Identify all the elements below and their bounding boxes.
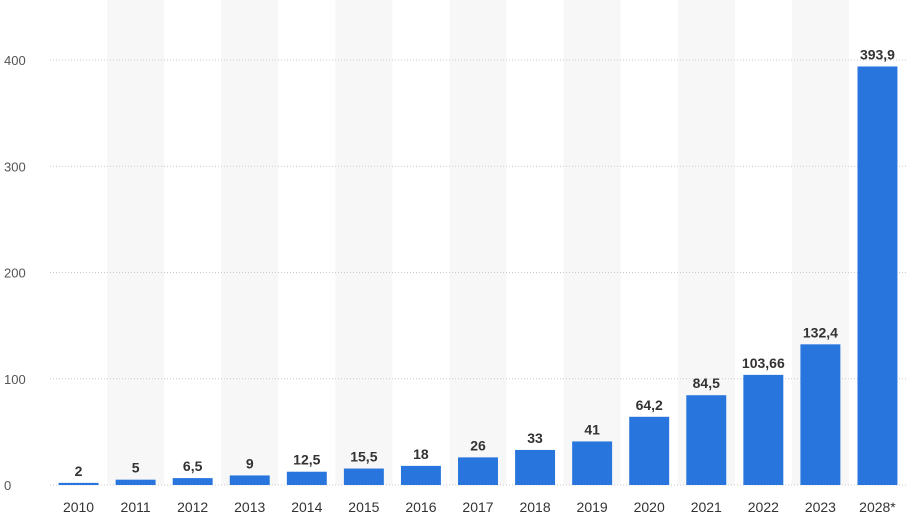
data-label: 15,5	[350, 449, 377, 465]
x-tick-label: 2011	[121, 499, 151, 515]
column-stripe	[449, 0, 507, 485]
x-tick-label: 2018	[519, 499, 550, 515]
y-tick-label: 300	[4, 159, 26, 174]
bar	[400, 465, 441, 485]
bar	[686, 395, 727, 485]
data-label: 18	[413, 446, 429, 462]
y-tick-label: 200	[4, 266, 26, 281]
data-label: 103,66	[742, 355, 785, 371]
bar	[857, 66, 898, 485]
y-tick-label: 400	[4, 53, 26, 68]
bar	[629, 416, 670, 485]
x-tick-label: 2013	[234, 499, 265, 515]
bar	[515, 449, 556, 485]
bar	[172, 478, 213, 485]
bar	[58, 482, 99, 485]
data-label: 132,4	[803, 324, 838, 340]
data-label: 9	[246, 455, 254, 471]
bar	[343, 468, 384, 485]
y-tick-label: 100	[4, 372, 26, 387]
bar	[115, 479, 156, 485]
bar	[743, 374, 784, 485]
x-tick-label: 2017	[462, 499, 493, 515]
data-label: 12,5	[293, 452, 320, 468]
x-tick-label: 2020	[634, 499, 665, 515]
data-label: 84,5	[693, 375, 720, 391]
data-label: 393,9	[860, 46, 895, 62]
bar	[800, 344, 841, 485]
bar	[458, 457, 498, 485]
x-tick-label: 2019	[577, 499, 608, 515]
x-tick-label: 2023	[805, 499, 836, 515]
x-tick-label: 2016	[405, 499, 436, 515]
y-axis-ticks: 0 100 200 300 400	[4, 53, 26, 493]
x-tick-label: 2010	[63, 499, 94, 515]
data-labels: 2 5 6,5 9 12,5 15,5 18 26 33 41 64,2 84,5 103,66 132,…	[75, 46, 896, 478]
data-label: 41	[584, 421, 600, 437]
x-tick-label: 2012	[177, 499, 208, 515]
x-axis-ticks: 2010 2011 2012 2013 2014 2015 2016 2017 2018 2019…	[63, 499, 896, 515]
data-label: 2	[75, 463, 83, 479]
data-label: 64,2	[636, 397, 663, 413]
bar	[229, 475, 270, 485]
bars	[58, 66, 898, 485]
bar	[572, 441, 613, 485]
x-tick-label: 2021	[691, 499, 722, 515]
data-label: 33	[527, 430, 543, 446]
y-tick-label: 0	[4, 478, 11, 493]
column-stripe	[221, 0, 279, 485]
column-stripe	[107, 0, 165, 485]
x-tick-label: 2014	[291, 499, 322, 515]
bar	[286, 471, 327, 485]
x-tick-label: 2028*	[859, 499, 896, 515]
x-tick-label: 2015	[348, 499, 379, 515]
column-stripe	[335, 0, 393, 485]
data-label: 6,5	[183, 458, 203, 474]
data-label: 5	[132, 460, 140, 476]
column-stripes	[107, 0, 849, 485]
x-tick-label: 2022	[748, 499, 779, 515]
column-stripe	[563, 0, 621, 485]
data-label: 26	[470, 437, 486, 453]
